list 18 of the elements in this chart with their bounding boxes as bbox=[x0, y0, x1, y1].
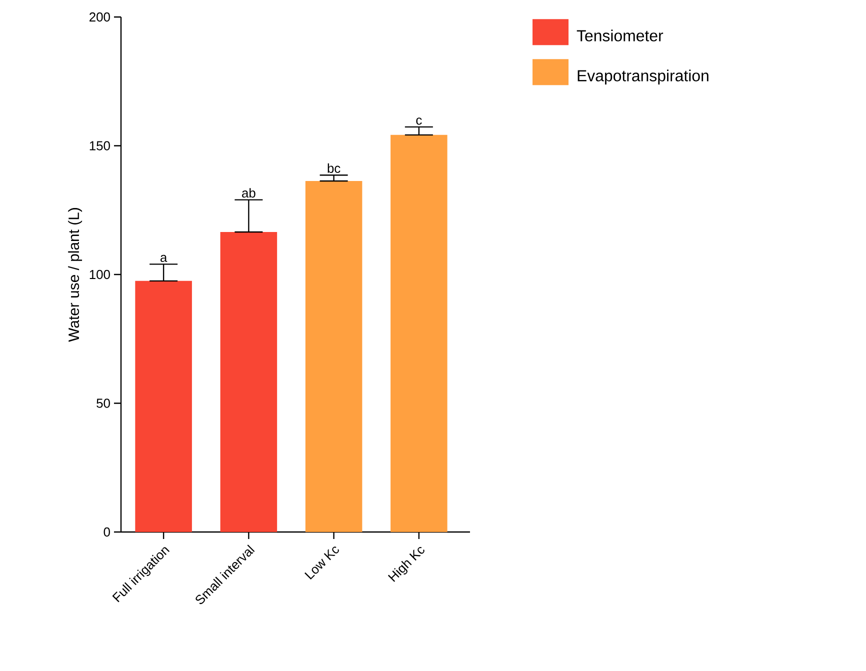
y-tick-label: 0 bbox=[104, 527, 110, 537]
x-tick-label: High Kc bbox=[388, 546, 424, 582]
y-tick-label: 200 bbox=[90, 12, 110, 22]
y-tick-label: 50 bbox=[96, 398, 110, 408]
y-axis-title: Water use / plant (L) bbox=[68, 208, 82, 342]
annotation: a bbox=[160, 254, 168, 262]
bar bbox=[390, 134, 448, 532]
y-tick-label: 100 bbox=[90, 270, 110, 280]
bar bbox=[135, 280, 192, 532]
legend-label: Evapotranspiration bbox=[578, 70, 708, 85]
annotation: c bbox=[416, 118, 422, 125]
bar bbox=[220, 232, 278, 532]
legend-label: Tensiometer bbox=[576, 30, 664, 42]
annotation: bc bbox=[328, 163, 340, 173]
bar bbox=[305, 181, 362, 532]
annotation: ab bbox=[242, 188, 256, 198]
x-tick-label: Low Kc bbox=[304, 546, 339, 580]
y-tick-label: 150 bbox=[90, 141, 110, 150]
